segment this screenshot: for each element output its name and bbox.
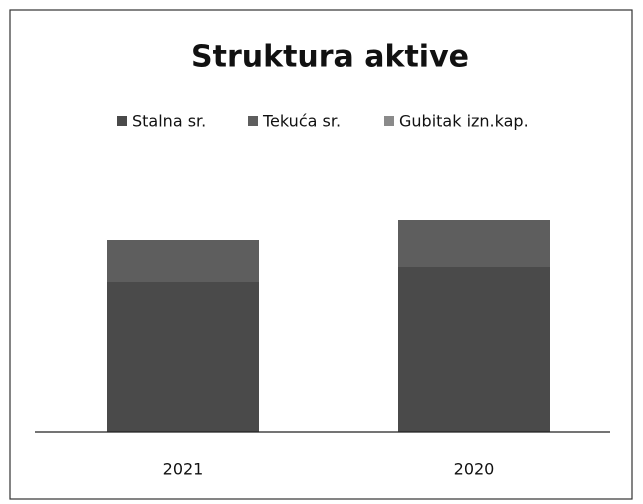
x-tick-label: 2020 (454, 460, 495, 479)
bar-segment (398, 267, 550, 432)
x-tick-label: 2021 (163, 460, 204, 479)
bar-segment (107, 282, 259, 432)
chart-title: Struktura aktive (191, 40, 469, 75)
bar-segment (398, 220, 550, 267)
legend-label: Gubitak izn.kap. (399, 112, 529, 131)
legend-label: Stalna sr. (132, 112, 206, 131)
legend-swatch (248, 116, 258, 126)
bar-segment (107, 240, 259, 282)
legend-label: Tekuća sr. (262, 112, 341, 131)
legend-swatch (384, 116, 394, 126)
legend-swatch (117, 116, 127, 126)
